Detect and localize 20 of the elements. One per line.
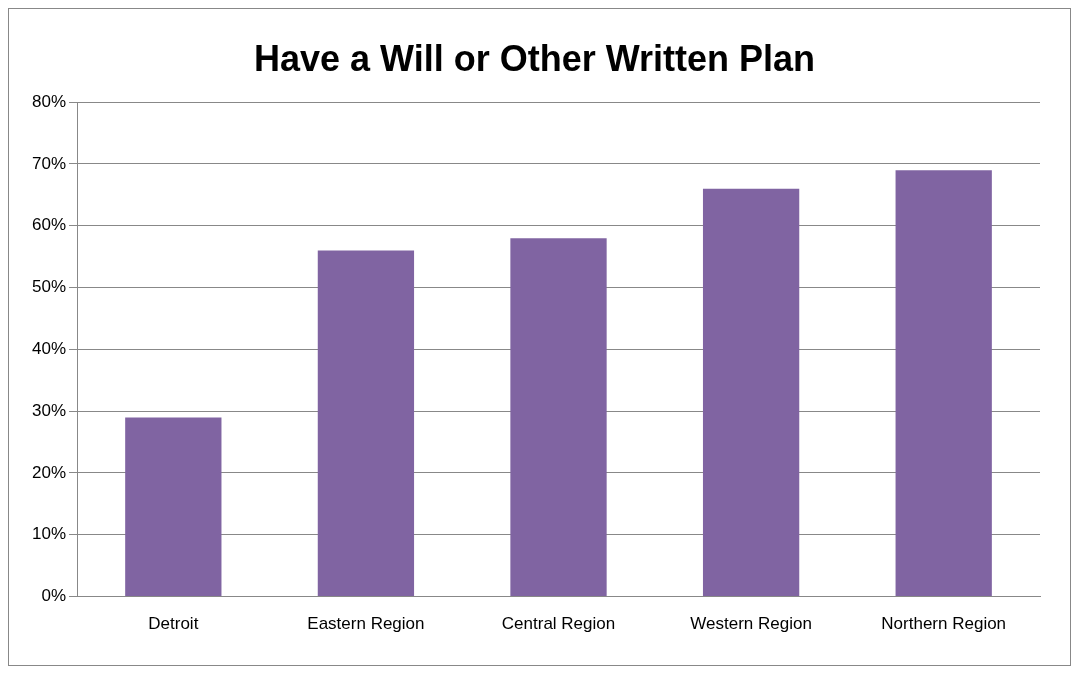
bar [125,417,222,597]
y-tick-label: 10% [31,524,67,544]
x-tick-label: Northern Region [881,614,1007,634]
x-tick-label: Central Region [501,614,616,634]
bar [702,188,800,597]
y-tick-label: 40% [31,339,67,359]
y-tick-label: 80% [31,91,67,111]
bar [895,170,992,597]
y-tick-label: 50% [31,277,67,297]
x-tick-label: Western Region [690,614,812,634]
bar [317,250,415,597]
y-tick-label: 0% [41,586,67,606]
bar [510,238,607,597]
y-tick-label: 70% [31,153,67,173]
y-tick-label: 30% [31,400,67,420]
x-tick-label: Detroit [148,614,199,634]
y-tick-label: 20% [31,462,67,482]
x-tick-label: Eastern Region [307,614,425,634]
chart-title: Have a Will or Other Written Plan [253,37,816,79]
y-tick-label: 60% [31,215,67,235]
